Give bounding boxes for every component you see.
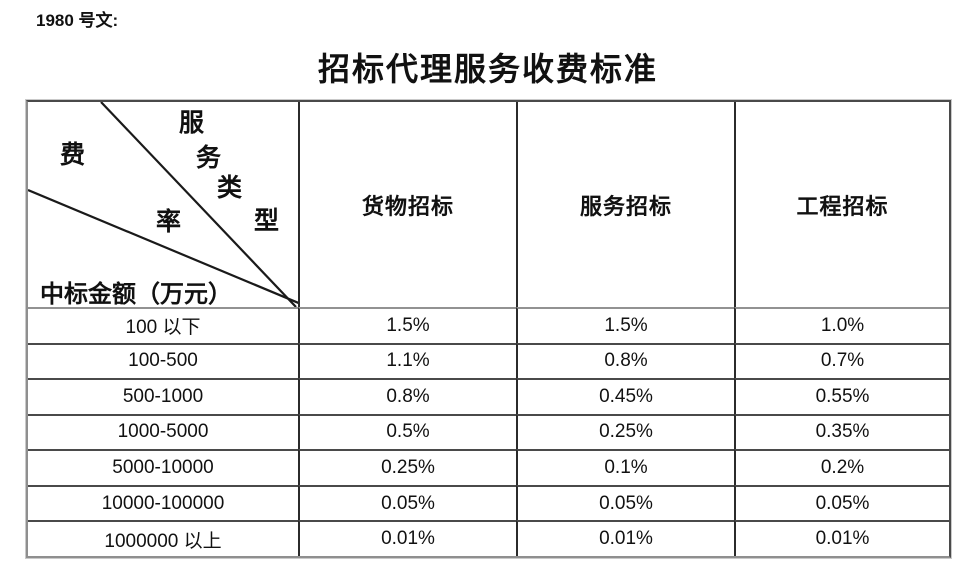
diagonal-divider-lines [28,102,298,307]
column-header-engineering: 工程招标 [734,102,949,307]
fee-standard-table: 服 务 类 型 费 率 中标金额（万元） 货物招标 服务招标 工程招标 100 … [25,99,952,559]
corner-type-char-3: 类 [217,175,243,202]
amount-cell: 1000-5000 [28,413,298,450]
rate-cell: 0.8% [516,342,734,379]
rate-cell: 0.45% [516,378,734,414]
rate-cell: 0.2% [734,449,949,485]
column-header-goods: 货物招标 [298,102,516,307]
rate-cell: 0.05% [734,484,949,521]
corner-type-char-1: 服 [179,110,205,137]
rate-cell: 0.7% [734,342,949,379]
rate-cell: 1.1% [298,342,516,379]
corner-amount-label: 中标金额（万元） [40,282,232,307]
rate-cell: 0.01% [734,520,949,556]
rate-cell: 0.25% [298,449,516,485]
rate-cell: 0.25% [516,413,734,450]
document-number-label: 1980 号文: [36,11,119,30]
amount-cell: 5000-10000 [28,449,298,485]
rate-cell: 0.5% [298,413,516,450]
rate-cell: 1.5% [516,307,734,343]
corner-rate-char-2: 率 [156,209,182,236]
column-header-services: 服务招标 [516,102,734,307]
rate-cell: 0.05% [516,484,734,521]
amount-cell: 1000000 以上 [28,520,298,556]
corner-type-char-4: 型 [254,208,280,235]
corner-rate-char-1: 费 [60,142,86,169]
rate-cell: 0.01% [516,520,734,556]
rate-cell: 0.01% [298,520,516,556]
page-title: 招标代理服务收费标准 [317,51,658,87]
rate-cell: 0.35% [734,413,949,450]
rate-cell: 1.0% [734,307,949,343]
rate-cell: 1.5% [298,307,516,343]
diagonal-header-cell: 服 务 类 型 费 率 中标金额（万元） [28,102,298,307]
amount-cell: 10000-100000 [28,484,298,521]
amount-cell: 500-1000 [28,378,298,414]
corner-type-char-2: 务 [196,145,222,172]
amount-cell: 100 以下 [28,307,298,343]
amount-cell: 100-500 [28,342,298,379]
rate-cell: 0.1% [516,449,734,485]
rate-cell: 0.05% [298,484,516,521]
rate-cell: 0.8% [298,378,516,414]
rate-cell: 0.55% [734,378,949,414]
